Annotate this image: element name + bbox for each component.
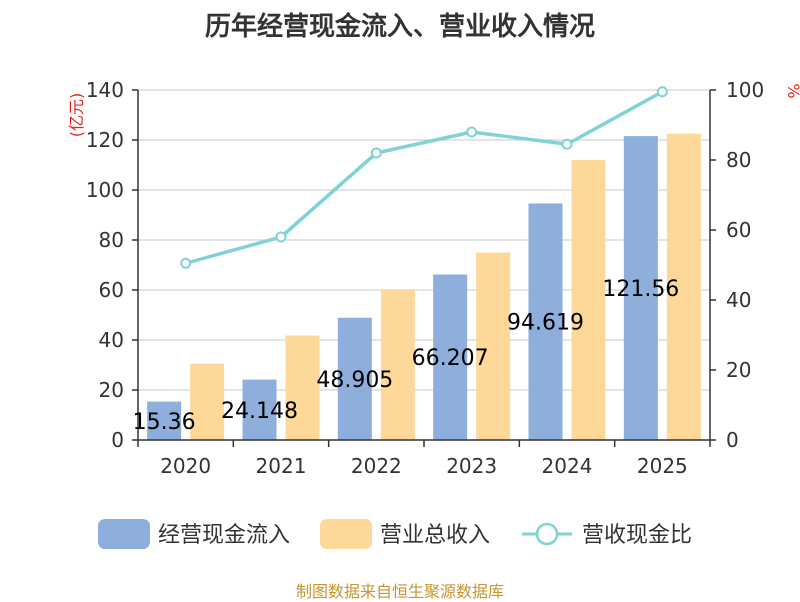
bar-total-revenue	[476, 252, 511, 440]
line-revenue-cash-ratio	[185, 90, 664, 265]
x-tick-label: 2022	[351, 454, 402, 478]
line-point	[275, 231, 287, 243]
y-left-tick-label: 120	[86, 128, 124, 152]
bar-cash-inflow	[337, 317, 372, 440]
legend-label-cash-inflow: 经营现金流入	[158, 523, 290, 548]
data-label: 94.619	[507, 311, 584, 336]
y-right-tick-label: 100	[726, 78, 764, 102]
y-right-tick-label: 60	[726, 218, 751, 242]
y-left-unit-label: (亿元)	[67, 93, 86, 138]
legend-label-ratio: 营收现金比	[582, 523, 692, 548]
bar-total-revenue	[285, 335, 320, 440]
legend-label-total-revenue: 营业总收入	[380, 523, 490, 548]
y-right-tick-label: 40	[726, 288, 751, 312]
bar-cash-inflow	[147, 401, 182, 440]
y-left-tick-label: 40	[99, 328, 124, 352]
bar-total-revenue	[380, 290, 415, 440]
bar-cash-inflow	[242, 379, 277, 440]
legend-swatch-total-revenue	[320, 519, 372, 549]
y-right-tick-label: 0	[726, 428, 739, 452]
x-tick-label: 2024	[542, 454, 593, 478]
line-point	[180, 257, 192, 269]
bar-total-revenue	[190, 363, 225, 440]
y-left-tick-label: 60	[99, 278, 124, 302]
bar-cash-inflow	[528, 203, 563, 440]
x-tick-label: 2025	[637, 454, 688, 478]
bar-total-revenue	[571, 160, 606, 440]
data-label: 48.905	[316, 368, 393, 393]
y-left-tick-label: 0	[111, 428, 124, 452]
data-label: 24.148	[221, 399, 298, 424]
bar-cash-inflow	[623, 136, 658, 440]
legend-swatch-marker	[535, 522, 559, 546]
y-right-tick-label: 20	[726, 358, 751, 382]
y-left-tick-label: 100	[86, 178, 124, 202]
line-point	[656, 86, 668, 98]
y-right-tick-label: 80	[726, 148, 751, 172]
bar-cash-inflow	[433, 274, 468, 440]
y-left-tick-label: 140	[86, 78, 124, 102]
y-left-tick-label: 20	[99, 378, 124, 402]
chart-title: 历年经营现金流入、营业收入情况	[204, 12, 595, 42]
x-tick-label: 2023	[446, 454, 497, 478]
y-right-unit-label: %	[784, 83, 800, 98]
y-left-tick-label: 80	[99, 228, 124, 252]
line-point	[466, 126, 478, 138]
x-tick-label: 2021	[256, 454, 307, 478]
bar-total-revenue	[666, 133, 701, 440]
line-point	[370, 147, 382, 159]
line-point	[561, 138, 573, 150]
x-tick-label: 2020	[160, 454, 211, 478]
data-label: 66.207	[412, 346, 489, 371]
data-label: 121.56	[602, 277, 679, 302]
source-footer: 制图数据来自恒生聚源数据库	[295, 582, 504, 601]
data-label: 15.36	[133, 410, 196, 435]
legend-swatch-cash-inflow	[98, 519, 150, 549]
